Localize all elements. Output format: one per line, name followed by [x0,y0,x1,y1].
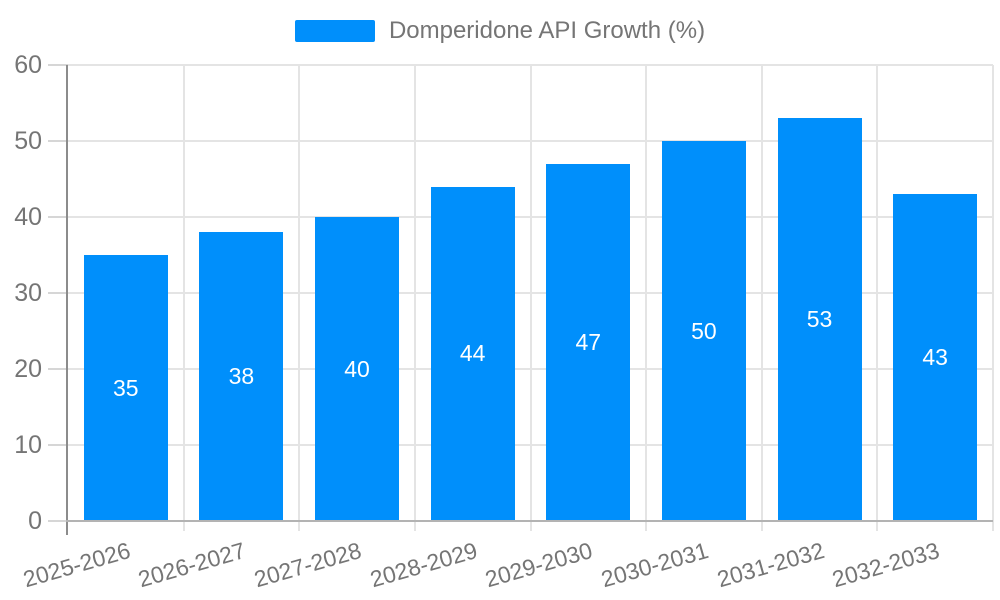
x-gridline-boundary [876,65,879,531]
bar-value-label: 40 [344,355,370,382]
y-tick-label-50: 50 [14,127,42,155]
x-gridline-boundary [645,65,648,531]
plot-area: 0 10 20 30 40 50 60 35 38 40 44 47 50 53 43 2025-2026 20… [14,51,994,592]
chart-legend: Domperidone API Growth (%) [0,14,1000,48]
y-tick-mark [48,292,68,294]
y-tick-label-0: 0 [28,507,42,535]
y-tick-label-30: 30 [14,279,42,307]
y-tick-mark [48,444,68,446]
x-gridline-boundary [182,65,185,531]
x-gridline-boundary [992,65,994,531]
x-tick-label-2025-2026: 2025-2026 [20,537,133,593]
bar-value-label: 35 [113,374,139,401]
x-gridline-boundary [298,65,301,531]
y-tick-mark [48,520,68,522]
x-tick-label-2030-2031: 2030-2031 [598,537,712,593]
legend-color-swatch [294,20,375,42]
x-axis-line [66,520,993,522]
bar-2028-2029: 44 [430,186,515,521]
bar-2025-2026: 35 [83,255,168,521]
y-tick-label-20: 20 [14,355,42,383]
legend-item[interactable]: Domperidone API Growth (%) [294,17,706,45]
bar-2026-2027: 38 [199,232,284,521]
legend-series-label: Domperidone API Growth (%) [388,17,706,44]
bar-2027-2028: 40 [315,217,400,521]
x-tick-label-2028-2029: 2028-2029 [366,537,480,593]
x-gridline-boundary [529,65,532,531]
x-tick-label-2031-2032: 2031-2032 [713,537,827,593]
bar-2029-2030: 47 [546,163,631,521]
x-tick-label-2029-2030: 2029-2030 [482,537,596,593]
bar-value-label: 38 [228,363,255,390]
bar-2032-2033: 43 [893,194,978,521]
y-tick-label-60: 60 [14,51,42,79]
bar-2031-2032: 53 [777,118,862,521]
y-axis-line [66,65,68,535]
y-tick-mark [48,64,68,66]
x-gridline-boundary [760,65,763,531]
bar-value-label: 47 [575,328,602,355]
x-tick-label-2032-2033: 2032-2033 [829,537,943,593]
bar-value-label: 50 [691,317,717,344]
y-tick-mark [48,140,68,142]
y-tick-mark [48,216,68,218]
bar-value-label: 53 [806,306,833,333]
x-gridline-boundary [413,65,416,531]
x-tick-label-2027-2028: 2027-2028 [251,537,365,593]
bar-value-label: 43 [922,344,948,371]
y-tick-label-10: 10 [14,431,42,459]
bar-value-label: 44 [459,340,486,367]
bar-2030-2031: 50 [661,141,746,521]
x-tick-label-2026-2027: 2026-2027 [135,537,249,593]
y-tick-label-40: 40 [14,203,42,231]
y-tick-mark [48,368,68,370]
